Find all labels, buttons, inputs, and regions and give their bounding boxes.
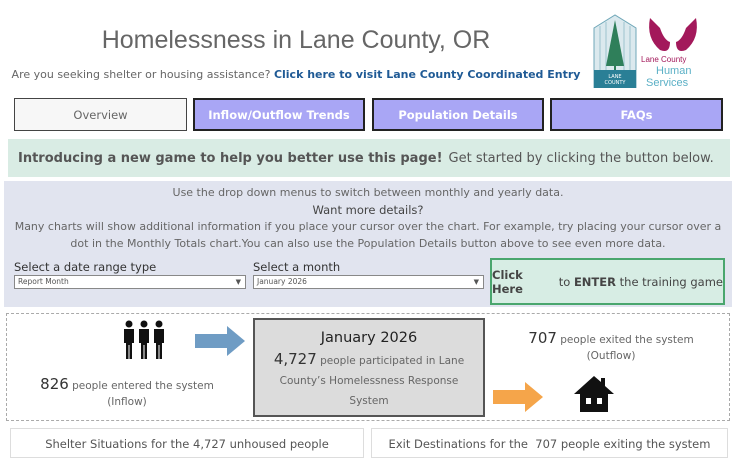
inflow-label: (Inflow) <box>107 396 147 408</box>
participants-desc: people participated in Lane County’s Hom… <box>279 355 465 407</box>
human-services-logo: Lane County Human Services <box>640 14 726 89</box>
inflow-text: 826 people entered the system (Inflow) <box>7 374 247 408</box>
chevron-down-icon: ▼ <box>235 278 241 286</box>
outflow-text: 707 people exited the system (Outflow) <box>491 328 731 362</box>
info-line: dot in the Monthly Totals chart.You can … <box>70 237 666 250</box>
svg-text:Services: Services <box>646 77 689 88</box>
tab-population-details[interactable]: Population Details <box>372 98 544 131</box>
coordinated-entry-link[interactable]: Click here to visit Lane County Coordina… <box>273 68 581 81</box>
outflow-count: 707 <box>528 329 557 347</box>
info-line: Want more details? <box>312 203 424 217</box>
subtitle: Are you seeking shelter or housing assis… <box>0 68 592 81</box>
svg-text:LANE: LANE <box>608 74 621 80</box>
tab-overview[interactable]: Overview <box>14 98 187 131</box>
outflow-desc: people exited the system <box>556 334 694 346</box>
inflow-outflow-summary: 826 people entered the system (Inflow) Ja… <box>6 313 730 421</box>
outflow-label: (Outflow) <box>586 350 636 362</box>
date-range-select[interactable]: Report Month ▼ <box>14 275 246 289</box>
date-range-value: Report Month <box>18 277 69 286</box>
subtitle-text: Are you seeking shelter or housing assis… <box>11 68 271 81</box>
svg-text:Human: Human <box>656 65 691 77</box>
month-value: January 2026 <box>257 277 307 286</box>
game-button-part: Click Here <box>492 267 523 296</box>
month-select[interactable]: January 2026 ▼ <box>253 275 484 289</box>
participants-count: 4,727 <box>273 350 317 368</box>
game-button-part: the training game <box>615 274 723 289</box>
chevron-down-icon: ▼ <box>473 278 479 286</box>
lane-county-logo: LANE COUNTY <box>592 14 638 89</box>
date-range-label: Select a date range type <box>14 260 157 274</box>
inflow-arrow-icon <box>195 326 245 360</box>
info-line: Many charts will show additional informa… <box>14 220 722 233</box>
inflow-desc: people entered the system <box>68 380 214 392</box>
banner-text: Get started by clicking the button below… <box>448 150 714 166</box>
people-icon <box>121 320 167 364</box>
info-panel: Use the drop down menus to switch betwee… <box>4 181 732 307</box>
enter-training-game-button[interactable]: Click Here to ENTER the training game <box>490 258 725 305</box>
tab-inflow-outflow-trends[interactable]: Inflow/Outflow Trends <box>193 98 365 131</box>
svg-text:Lane County: Lane County <box>641 55 686 64</box>
participants-card: January 2026 4,727 people participated i… <box>253 318 485 417</box>
report-month: January 2026 <box>320 330 418 346</box>
house-icon <box>573 374 615 418</box>
page-title: Homelessness in Lane County, OR <box>101 26 491 54</box>
month-label: Select a month <box>253 260 341 274</box>
game-banner: Introducing a new game to help you bette… <box>8 139 730 177</box>
banner-bold: Introducing a new game to help you bette… <box>18 150 443 166</box>
inflow-count: 826 <box>40 375 69 393</box>
outflow-arrow-icon <box>493 382 543 416</box>
game-button-part: to <box>555 274 574 289</box>
info-line: Use the drop down menus to switch betwee… <box>172 186 564 199</box>
game-button-part: ENTER <box>573 274 616 289</box>
tab-faqs[interactable]: FAQs <box>550 98 723 131</box>
svg-text:COUNTY: COUNTY <box>605 80 627 86</box>
